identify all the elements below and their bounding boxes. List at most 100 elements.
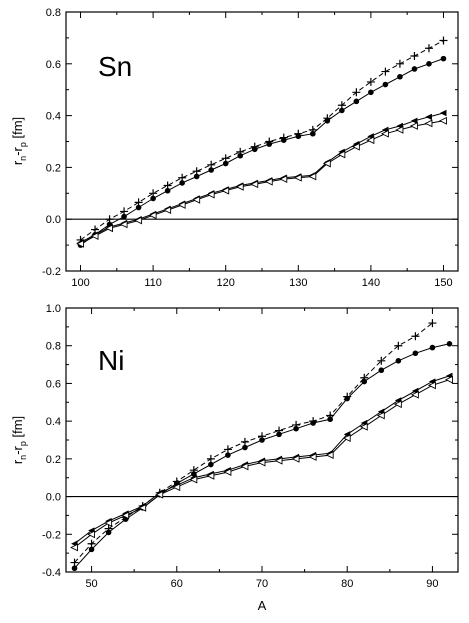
data-point — [310, 130, 316, 137]
x-tick-label: 120 — [217, 277, 235, 289]
data-point — [439, 109, 447, 117]
y-tick-label: -0.2 — [42, 266, 61, 278]
data-point — [237, 152, 244, 159]
data-point — [148, 211, 157, 220]
x-tick-label: 130 — [289, 277, 307, 289]
data-point — [444, 375, 453, 384]
data-point — [90, 232, 99, 240]
data-point — [380, 129, 389, 138]
data-point — [291, 454, 300, 463]
series-line — [74, 322, 433, 563]
data-point — [177, 201, 186, 209]
data-point — [353, 98, 360, 105]
panel-label-sn: Sn — [98, 51, 132, 82]
y-tick-label: -0.4 — [42, 567, 61, 579]
data-point — [121, 511, 130, 520]
data-point — [352, 88, 361, 97]
data-point — [351, 142, 360, 151]
data-point — [376, 411, 385, 420]
data-point — [438, 116, 447, 125]
y-tick-label: 0.0 — [46, 214, 61, 226]
data-point — [440, 55, 447, 62]
data-point — [264, 177, 273, 186]
data-point — [257, 458, 266, 467]
ylabel-sub-p: p — [18, 142, 28, 147]
data-point — [446, 341, 453, 347]
data-point — [308, 172, 317, 181]
data-point — [344, 395, 351, 402]
data-point — [105, 224, 114, 233]
ylabel-r: r — [10, 459, 25, 464]
data-point — [425, 113, 432, 121]
data-point — [410, 117, 418, 124]
series-line — [74, 343, 450, 569]
data-point — [155, 490, 164, 499]
data-point — [223, 468, 232, 476]
series-line — [80, 120, 444, 245]
data-point — [337, 150, 346, 159]
series-filled-triangle-left — [77, 109, 447, 246]
data-point — [409, 122, 418, 130]
data-point — [222, 160, 229, 167]
plot-layer: 50 60 70 80 90 -0.4 -0.2 0.0 0.2 0.4 0.6 0.8 1.0 — [42, 303, 458, 590]
data-point — [366, 77, 375, 86]
data-point — [235, 182, 244, 191]
x-tick-label: 70 — [256, 578, 268, 590]
data-point — [427, 381, 436, 390]
data-point — [359, 422, 368, 431]
data-point — [342, 434, 351, 443]
data-point — [439, 36, 448, 45]
data-point — [87, 539, 96, 548]
y-tick-label: -0.2 — [42, 529, 61, 541]
y-tick-label: 0.6 — [46, 378, 61, 390]
data-point — [172, 483, 181, 492]
data-point — [395, 59, 404, 68]
data-point — [251, 146, 258, 153]
data-point — [426, 61, 432, 67]
data-point — [208, 167, 214, 173]
ylabel-minus-r: -r — [10, 146, 25, 155]
data-point — [121, 213, 127, 220]
data-point — [221, 186, 230, 195]
series-open-triangle-left — [70, 375, 453, 552]
data-point — [327, 416, 333, 423]
data-point — [428, 319, 437, 328]
data-point — [424, 119, 433, 128]
data-point — [274, 456, 283, 465]
data-point — [394, 341, 403, 350]
y-tick-label: 1.0 — [46, 303, 61, 315]
y-tick-label: 0.4 — [46, 416, 61, 428]
data-point — [412, 350, 419, 357]
data-point — [339, 107, 345, 114]
data-point — [377, 356, 386, 365]
data-point — [366, 136, 375, 145]
data-point — [280, 137, 287, 144]
data-point — [138, 503, 147, 512]
data-point — [411, 332, 420, 341]
data-point — [410, 52, 419, 61]
series-plus — [70, 319, 437, 567]
ylabel-unit: [fm] — [10, 117, 25, 142]
data-point — [189, 475, 198, 484]
data-point — [71, 565, 78, 572]
data-point — [429, 344, 436, 351]
data-point — [276, 431, 282, 438]
panel-label-ni: Ni — [98, 345, 124, 376]
x-axis-label: A — [258, 598, 267, 613]
plot-layer: 100 110 120 130 140 150 -0.2 0.0 0.2 0.4 0.6 0.8 — [42, 7, 458, 289]
svg-text:rn-rp [fm]: rn-rp [fm] — [10, 117, 28, 165]
data-point — [361, 378, 368, 385]
data-point — [266, 141, 273, 147]
data-point — [368, 89, 374, 96]
y-tick-label: 0.0 — [46, 492, 61, 504]
data-point — [206, 471, 215, 480]
data-point — [164, 187, 171, 194]
y-axis-label-ni: rn-rp [fm] — [10, 416, 28, 464]
data-point — [179, 180, 185, 186]
svg-text:rn-rp [fm]: rn-rp [fm] — [10, 416, 28, 464]
x-tick-label: 60 — [171, 578, 183, 590]
data-point — [310, 420, 316, 426]
data-point — [395, 358, 402, 364]
data-point — [206, 190, 215, 199]
